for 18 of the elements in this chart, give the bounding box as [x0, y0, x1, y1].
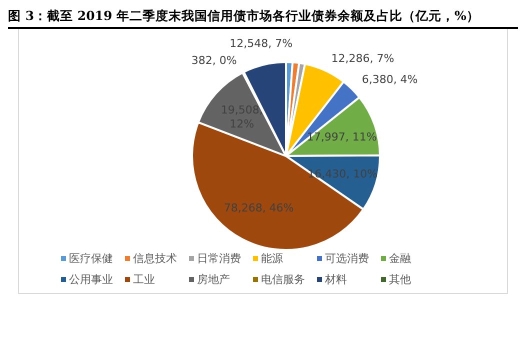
legend-label: 材料	[325, 272, 347, 287]
legend-label: 日常消费	[197, 251, 241, 266]
legend-label: 电信服务	[261, 272, 305, 287]
data-label: 78,268, 46%	[224, 202, 294, 215]
legend-label: 信息技术	[133, 251, 177, 266]
legend-label: 其他	[389, 272, 411, 287]
chart-title: 图 3：截至 2019 年二季度末我国信用债市场各行业债券余额及占比（亿元，%）	[8, 8, 518, 29]
legend-label: 公用事业	[69, 272, 113, 287]
legend-label: 医疗保健	[69, 251, 113, 266]
legend-label: 能源	[261, 251, 283, 266]
data-label: 6,380, 4%	[362, 73, 418, 86]
data-label: 12,286, 7%	[331, 52, 394, 65]
legend-label: 金融	[389, 251, 411, 266]
legend-label: 可选消费	[325, 251, 369, 266]
legend-label: 房地产	[197, 272, 230, 287]
legend-label: 工业	[133, 272, 155, 287]
data-label: 382, 0%	[191, 54, 237, 67]
data-label: 12,548, 7%	[230, 36, 293, 50]
